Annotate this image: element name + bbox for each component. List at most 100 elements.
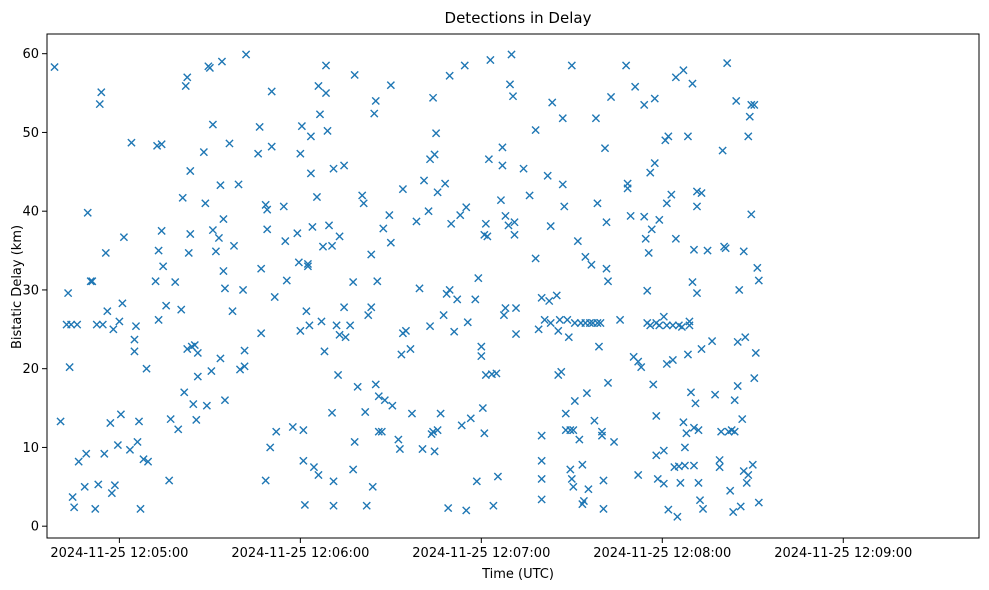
data-point <box>238 285 248 295</box>
data-point <box>689 461 699 470</box>
data-point <box>67 320 76 329</box>
data-point <box>747 210 756 219</box>
data-point <box>754 276 763 285</box>
data-point <box>692 202 702 211</box>
data-point <box>353 382 362 391</box>
data-point <box>742 478 751 487</box>
data-point <box>537 495 546 504</box>
data-point <box>710 390 720 399</box>
data-point <box>668 355 677 365</box>
data-point <box>647 225 656 234</box>
data-point <box>303 262 312 271</box>
data-point <box>398 185 408 194</box>
y-tick-label: 10 <box>22 441 39 456</box>
data-point <box>652 411 661 421</box>
data-point <box>733 337 742 347</box>
data-point <box>257 264 266 273</box>
data-point <box>374 392 383 401</box>
data-point <box>425 322 435 331</box>
data-point <box>428 93 438 102</box>
data-point <box>531 125 540 135</box>
data-point <box>94 480 103 489</box>
data-point <box>655 215 664 224</box>
data-point <box>552 291 561 300</box>
y-tick-label: 30 <box>22 283 39 298</box>
data-point <box>643 286 652 295</box>
data-point <box>659 479 668 488</box>
data-point <box>157 226 166 235</box>
data-point <box>566 426 575 435</box>
data-point <box>88 277 97 286</box>
data-point <box>677 322 687 332</box>
x-tick-label: 2024-11-25 12:05:00 <box>50 546 188 561</box>
data-point <box>110 481 119 490</box>
data-point <box>717 427 726 436</box>
data-point <box>662 321 671 330</box>
data-point <box>561 409 570 418</box>
data-point <box>300 500 309 510</box>
data-point <box>430 150 439 159</box>
data-point <box>257 329 266 338</box>
data-point <box>569 482 578 491</box>
data-point <box>659 312 668 321</box>
data-point <box>555 315 564 324</box>
data-point <box>211 247 221 256</box>
data-point <box>294 258 303 267</box>
data-point <box>753 263 762 272</box>
data-point <box>217 57 227 66</box>
data-point <box>747 100 756 109</box>
data-point <box>315 110 325 119</box>
data-point <box>493 472 503 481</box>
data-point <box>329 164 338 173</box>
data-point <box>510 218 519 227</box>
data-point <box>229 241 239 250</box>
data-point <box>350 437 359 447</box>
data-point <box>686 388 696 397</box>
data-point <box>364 311 373 320</box>
data-point <box>650 94 659 103</box>
data-point <box>519 164 528 173</box>
data-point <box>486 55 495 65</box>
data-point <box>68 492 77 502</box>
data-point <box>266 443 275 452</box>
data-point <box>329 477 338 486</box>
data-point <box>335 330 344 339</box>
data-point <box>189 400 198 409</box>
data-point <box>626 211 635 221</box>
data-point <box>578 460 587 469</box>
data-point <box>368 482 377 491</box>
data-point <box>309 463 319 472</box>
data-point <box>581 252 590 261</box>
data-point <box>314 81 323 91</box>
x-axis: 2024-11-25 12:05:00 2024-11-25 12:06:00 20… <box>50 538 912 561</box>
data-point <box>745 112 754 121</box>
data-point <box>296 149 305 158</box>
data-point <box>202 401 211 410</box>
data-point <box>537 431 546 440</box>
data-point <box>228 307 237 316</box>
data-point <box>504 221 513 230</box>
data-point <box>594 342 604 351</box>
data-point <box>543 171 552 180</box>
data-point <box>754 498 763 507</box>
data-point <box>471 295 480 304</box>
data-markers <box>50 50 763 521</box>
data-point <box>682 429 691 438</box>
data-point <box>118 299 127 308</box>
data-point <box>154 315 163 324</box>
data-point <box>130 347 139 356</box>
data-point <box>82 449 91 458</box>
data-point <box>558 114 567 123</box>
data-point <box>744 470 753 480</box>
data-point <box>597 427 607 436</box>
data-point <box>428 427 438 436</box>
data-point <box>270 292 279 302</box>
data-point <box>567 61 576 70</box>
data-point <box>373 277 382 286</box>
data-point <box>412 217 421 226</box>
data-point <box>333 370 343 380</box>
data-point <box>208 225 217 235</box>
y-axis: 0 10 20 30 40 50 60 <box>22 47 47 535</box>
data-point <box>715 455 724 465</box>
data-point <box>327 241 337 250</box>
